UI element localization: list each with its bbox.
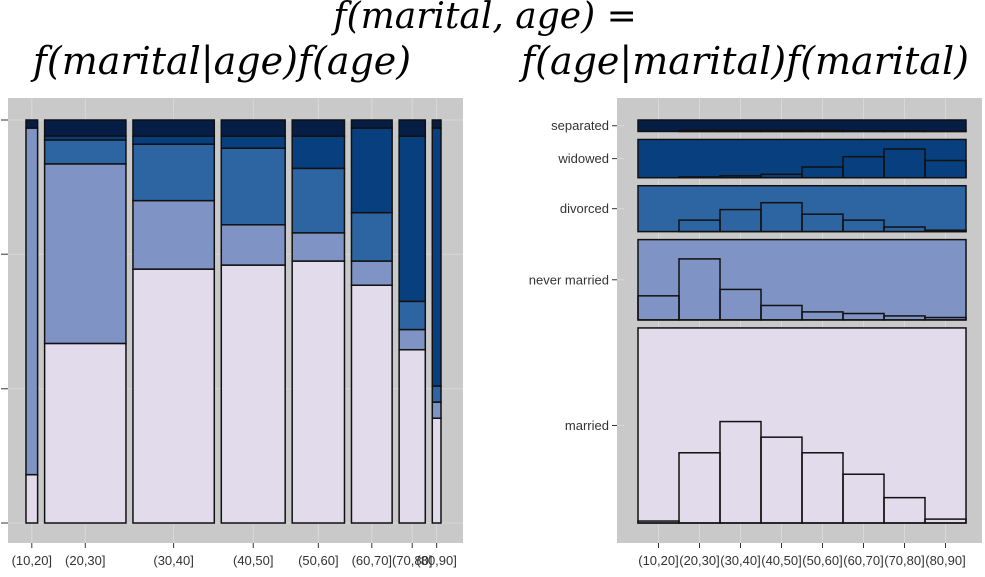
mosaic-tile-married-20-30 bbox=[43, 342, 127, 524]
mosaic-tile-divorced-20-30 bbox=[43, 139, 127, 165]
mosaic-tile-widowed-30-40 bbox=[132, 135, 216, 145]
mosaic-tile-married-80-90 bbox=[431, 417, 442, 524]
histogram-x-label: (80,90] bbox=[925, 553, 965, 568]
title-left: f(marital|age)f(age) bbox=[30, 39, 411, 83]
mosaic-tile-separated-80-90 bbox=[431, 119, 442, 129]
histogram-y-label-never-married: never married bbox=[529, 272, 609, 287]
histogram-bar-divorced-60-70 bbox=[842, 219, 885, 233]
mosaic-x-label: (20,30] bbox=[65, 553, 105, 568]
mosaic-tile-widowed-50-60 bbox=[291, 135, 346, 170]
mosaic-tile-married-10-20 bbox=[25, 473, 39, 524]
mosaic-x-label: (60,70] bbox=[352, 553, 392, 568]
mosaic-tile-separated-10-20 bbox=[25, 119, 39, 129]
histogram-rows bbox=[637, 119, 967, 524]
histogram-bar-widowed-80-90 bbox=[924, 159, 967, 179]
histogram-x-label: (10,20] bbox=[638, 553, 678, 568]
mosaic-tile-never-married-10-20 bbox=[25, 127, 39, 476]
mosaic-tile-divorced-40-50 bbox=[220, 147, 286, 226]
histogram-x-label: (40,50] bbox=[761, 553, 801, 568]
mosaic-x-labels: (10,20] (20,30] (30,40] (40,50] (50,60] (60,7… bbox=[12, 543, 457, 568]
mosaic-tile-divorced-70-80 bbox=[398, 300, 427, 331]
histogram-y-label-widowed: widowed bbox=[557, 151, 609, 166]
histogram-x-label: (50,60] bbox=[802, 553, 842, 568]
mosaic-tile-divorced-50-60 bbox=[291, 167, 346, 234]
histogram-row-divorced bbox=[637, 184, 967, 233]
mosaic-tiles bbox=[25, 119, 442, 524]
mosaic-tile-widowed-40-50 bbox=[220, 135, 286, 149]
histogram-x-label: (70,80] bbox=[884, 553, 924, 568]
mosaic-tile-married-40-50 bbox=[220, 264, 286, 524]
histogram-row-married bbox=[637, 327, 967, 524]
histogram-bar-separated-40-50 bbox=[760, 129, 803, 133]
mosaic-tile-widowed-80-90 bbox=[431, 127, 442, 387]
title-right: f(age|marital)f(marital) bbox=[518, 39, 969, 83]
mosaic-tile-widowed-70-80 bbox=[398, 135, 427, 303]
mosaic-x-label: (50,60] bbox=[298, 553, 338, 568]
histogram-row-separated bbox=[637, 119, 967, 133]
mosaic-x-label: (30,40] bbox=[153, 553, 193, 568]
mosaic-x-label: (80,90] bbox=[416, 553, 456, 568]
mosaic-tile-separated-30-40 bbox=[132, 119, 216, 137]
mosaic-y-ticks bbox=[1, 119, 8, 524]
histogram-bar-never-married-30-40 bbox=[719, 288, 762, 321]
histogram-bar-never-married-80-90 bbox=[924, 316, 967, 321]
histogram-bar-separated-60-70 bbox=[842, 130, 885, 133]
histogram-bar-separated-70-80 bbox=[883, 130, 926, 133]
mosaic-x-label: (10,20] bbox=[12, 553, 52, 568]
histogram-bar-separated-30-40 bbox=[719, 129, 762, 133]
mosaic-tile-separated-70-80 bbox=[398, 119, 427, 137]
mosaic-tile-separated-50-60 bbox=[291, 119, 346, 137]
histogram-x-label: (20,30] bbox=[679, 553, 719, 568]
histogram-row-widowed bbox=[637, 138, 967, 179]
mosaic-tile-never-married-80-90 bbox=[431, 401, 442, 419]
mosaic-tile-never-married-70-80 bbox=[398, 328, 427, 351]
mosaic-tile-divorced-80-90 bbox=[431, 385, 442, 403]
histogram-x-label: (60,70] bbox=[843, 553, 883, 568]
mosaic-tile-separated-20-30 bbox=[43, 119, 127, 137]
histogram-bar-divorced-80-90 bbox=[924, 229, 967, 233]
mosaic-tile-divorced-60-70 bbox=[350, 211, 393, 262]
histogram-row-never-married bbox=[637, 238, 967, 321]
mosaic-x-label: (40,50] bbox=[233, 553, 273, 568]
histogram-bar-separated-20-30 bbox=[678, 129, 721, 133]
histogram-bar-married-80-90 bbox=[924, 518, 967, 524]
histogram-bar-widowed-20-30 bbox=[678, 176, 721, 179]
histogram-bar-divorced-70-80 bbox=[883, 226, 926, 233]
mosaic-tile-never-married-60-70 bbox=[350, 260, 393, 286]
mosaic-tile-never-married-50-60 bbox=[291, 232, 346, 262]
histogram-x-labels: (10,20] (20,30] (30,40] (40,50] (50,60] (60,7… bbox=[638, 543, 966, 568]
histogram-y-labels: separated widowed divorced never married mar… bbox=[529, 118, 617, 433]
mosaic-tile-married-70-80 bbox=[398, 348, 427, 524]
mosaic-tile-married-60-70 bbox=[350, 284, 393, 524]
histogram-y-label-divorced: divorced bbox=[560, 201, 609, 216]
mosaic-tile-widowed-60-70 bbox=[350, 127, 393, 214]
mosaic-tile-separated-40-50 bbox=[220, 119, 286, 137]
mosaic-x-label: (70,80] bbox=[392, 553, 432, 568]
title-line1: f(marital, age) = bbox=[330, 0, 637, 37]
mosaic-tile-never-married-40-50 bbox=[220, 224, 286, 266]
mosaic-tile-married-50-60 bbox=[291, 260, 346, 524]
histogram-y-label-separated: separated bbox=[551, 118, 609, 133]
mosaic-tile-divorced-30-40 bbox=[132, 143, 216, 202]
histogram-bar-married-70-80 bbox=[883, 496, 926, 524]
histogram-bar-separated-50-60 bbox=[801, 129, 844, 133]
mosaic-tile-married-30-40 bbox=[132, 268, 216, 524]
mosaic-tile-never-married-30-40 bbox=[132, 199, 216, 270]
histogram-x-label: (30,40] bbox=[720, 553, 760, 568]
mosaic-tile-separated-60-70 bbox=[350, 119, 393, 129]
mosaic-tile-never-married-20-30 bbox=[43, 163, 127, 345]
histogram-y-label-married: married bbox=[565, 418, 609, 433]
